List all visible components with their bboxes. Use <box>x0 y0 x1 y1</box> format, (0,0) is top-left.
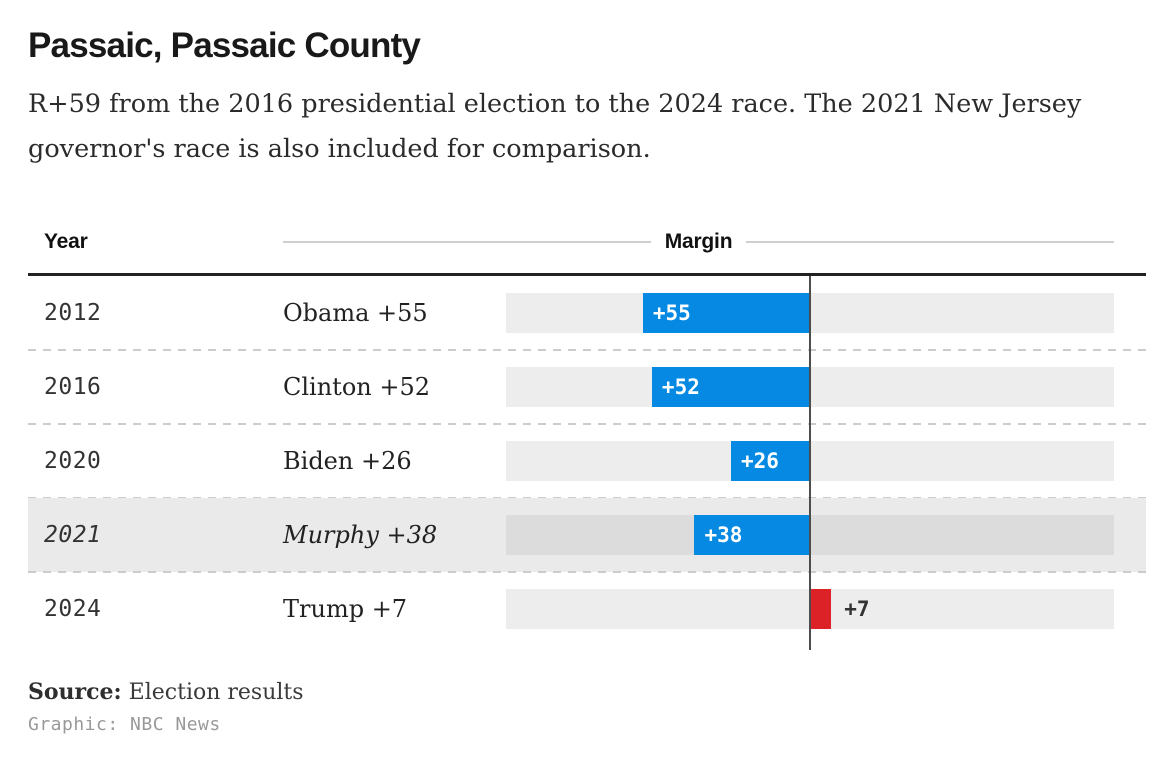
margin-bar: +26 <box>730 441 810 481</box>
bar-value-label: +52 <box>661 375 700 399</box>
table-row-2020: 2020 Biden +26 +26 <box>28 424 1146 499</box>
candidate-cell: Biden +26 <box>283 447 412 475</box>
table-row-2024: 2024 Trump +7 +7 <box>28 572 1146 646</box>
source-note: Source: Election results <box>28 679 1146 705</box>
source-label: Source: <box>28 679 122 705</box>
margin-bar: +38 <box>694 515 810 555</box>
table-row-2012: 2012 Obama +55 +55 <box>28 276 1146 351</box>
subtitle-line-2: governor's race is also included for com… <box>28 134 651 164</box>
table-row-2021-comparison: 2021 Murphy +38 +38 <box>28 498 1146 573</box>
year-cell: 2020 <box>44 448 102 474</box>
subtitle: R+59 from the 2016 presidential election… <box>28 82 1146 172</box>
margin-bar: +55 <box>642 293 810 333</box>
table-body: 2012 Obama +55 +55 2016 Clinton +52 +52 … <box>28 276 1146 650</box>
margin-bar <box>810 589 832 629</box>
year-cell: 2021 <box>44 522 102 548</box>
election-margin-graphic: Passaic, Passaic County R+59 from the 20… <box>28 26 1146 735</box>
candidate-cell: Obama +55 <box>283 299 428 327</box>
margin-cell: +7 <box>506 589 1146 629</box>
margin-bar: +52 <box>651 367 810 407</box>
table-row-2016: 2016 Clinton +52 +52 <box>28 350 1146 425</box>
year-cell: 2012 <box>44 300 102 326</box>
margin-cell: +52 <box>506 367 1146 407</box>
bar-value-label: +55 <box>652 301 691 325</box>
year-cell: 2024 <box>44 596 102 622</box>
graphic-credit: Graphic: NBC News <box>28 714 221 735</box>
candidate-cell: Trump +7 <box>283 595 408 623</box>
bar-value-label: +38 <box>704 523 743 547</box>
header-rule-right <box>746 241 1115 243</box>
subtitle-line-1: R+59 from the 2016 presidential election… <box>28 89 1082 119</box>
year-cell: 2016 <box>44 374 102 400</box>
zero-axis-line <box>809 276 811 650</box>
page-title: Passaic, Passaic County <box>28 26 421 65</box>
column-header-year: Year <box>44 230 88 253</box>
candidate-cell: Clinton +52 <box>283 373 430 401</box>
margin-cell: +26 <box>506 441 1146 481</box>
source-text: Election results <box>121 680 304 705</box>
margin-cell: +38 <box>506 515 1146 555</box>
header-rule-left <box>283 241 651 243</box>
column-header-margin-label: Margin <box>664 230 733 253</box>
column-header-margin: Margin <box>283 230 1146 254</box>
margin-cell: +55 <box>506 293 1146 333</box>
bar-value-label: +26 <box>740 449 779 473</box>
bar-value-label-outside: +7 <box>844 597 870 621</box>
candidate-cell: Murphy +38 <box>283 521 438 549</box>
table-header: Year Margin <box>28 230 1146 276</box>
